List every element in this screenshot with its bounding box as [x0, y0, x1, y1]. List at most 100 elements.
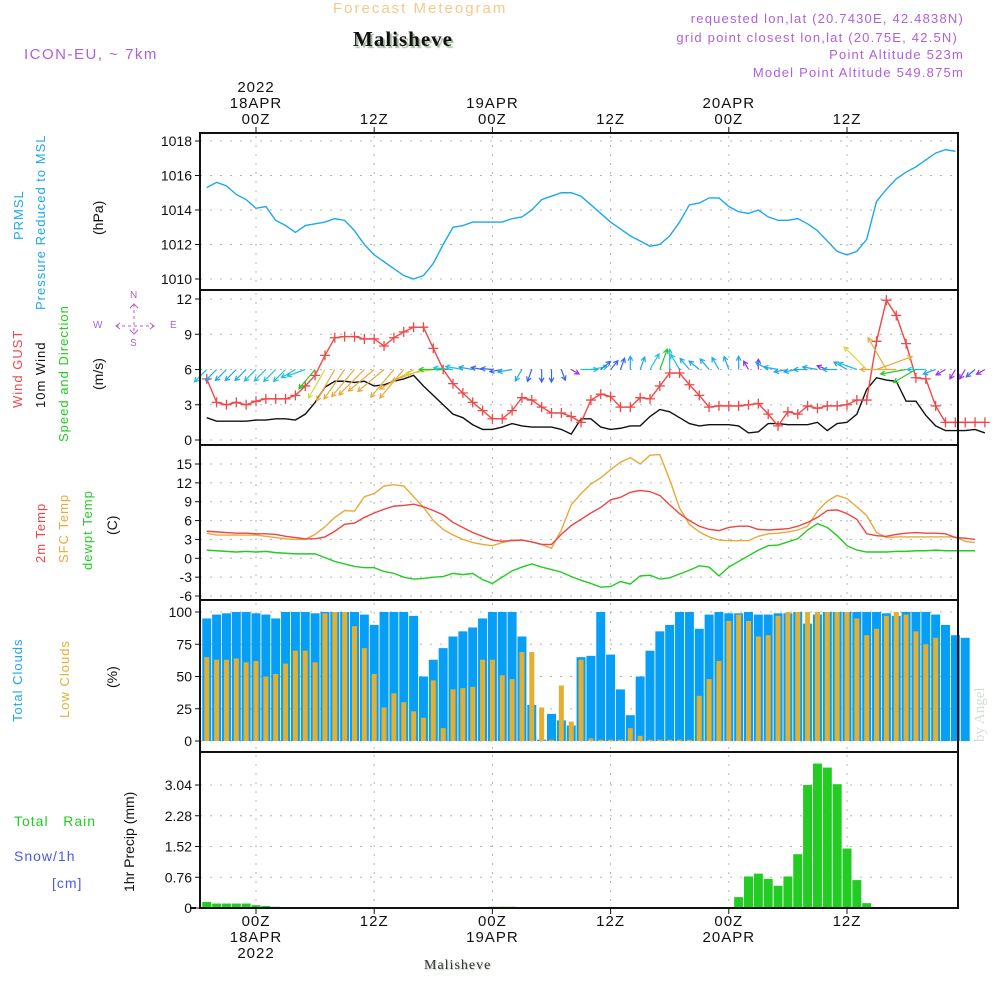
wind-arrow-shaft [298, 369, 316, 390]
low-cloud-bar [647, 739, 653, 741]
total-cloud-bar [438, 648, 448, 741]
gust-marker [487, 413, 498, 424]
total-cloud-bar [409, 615, 419, 741]
wind-arrow-head [496, 368, 503, 375]
clouds-ytick-label: 100 [169, 604, 193, 620]
clouds-ytick-label: 50 [176, 669, 192, 685]
wind-arrow-head [390, 376, 397, 383]
gust-marker [891, 310, 902, 321]
low-cloud-bar [874, 628, 880, 741]
total-cloud-bar [950, 635, 960, 741]
wind-arrow-shaft [935, 368, 946, 376]
wind-arrow [330, 369, 355, 398]
wind-arrow-shaft [659, 348, 668, 370]
wind-arrow-head [754, 361, 761, 367]
wind-arrow [837, 361, 858, 371]
wind-arrow [610, 359, 619, 370]
total-cloud-bar [960, 637, 970, 741]
low-cloud-bar [214, 659, 220, 741]
wind-ytick-label: 0 [184, 432, 192, 448]
low-cloud-bar [430, 680, 436, 741]
compass-e: E [170, 320, 177, 331]
wind-arrow-head [965, 371, 972, 378]
wind-arrow-shaft [526, 369, 533, 382]
gust-marker [388, 332, 399, 343]
time-axis-label: 12Z [596, 112, 625, 128]
pressure-ytick-label: 1014 [161, 202, 192, 218]
precip-panel: 0 0.76 1.52 2.28 3.04 [165, 755, 958, 916]
low-cloud-bar [736, 614, 742, 741]
wind-arrow-head [526, 376, 532, 383]
rain-bar [793, 854, 803, 908]
wind-arrow [338, 369, 365, 396]
wind-arrow [879, 368, 907, 377]
low-cloud-bar [637, 735, 643, 741]
gust-marker [713, 400, 724, 411]
low-cloud-bar [667, 739, 673, 741]
wind-arrow-shaft [843, 346, 868, 370]
wind-arrow-shaft [743, 360, 750, 370]
wind-arrow-shaft [205, 369, 218, 381]
wind-arrow [548, 369, 555, 384]
wind-arrow-head [470, 365, 477, 372]
gust-marker [329, 332, 340, 343]
rain-bar [251, 905, 261, 908]
wind-arrow-head [378, 384, 385, 390]
total-cloud-bar [704, 614, 714, 741]
wind-arrow-shaft [307, 369, 326, 399]
wind-arrow [711, 356, 720, 370]
wind-arrow-head [234, 375, 241, 382]
wind-arrow-shaft [560, 369, 566, 381]
gust-marker [654, 380, 665, 391]
wind-arrow-shaft [723, 356, 730, 370]
gust-marker [635, 392, 646, 403]
wind-arrow-head [949, 373, 955, 380]
gust-marker [221, 399, 232, 410]
temp-frame [199, 444, 959, 601]
wind-arrow-head [573, 369, 581, 375]
wind-arrow [959, 369, 966, 380]
wind-arrow-head [488, 368, 495, 374]
gust-marker [645, 393, 655, 404]
temp-ytick-label: 6 [184, 513, 192, 529]
time-axis-line: 12Z [596, 111, 626, 128]
gust-marker [842, 399, 852, 410]
wind-arrow-head [735, 355, 742, 361]
total-cloud-bar [507, 612, 517, 741]
time-axis-line: 18APR [229, 929, 283, 946]
time-axis-label: 12Z [360, 112, 389, 128]
wind-arrow-shaft [234, 369, 247, 381]
low-cloud-bar [746, 621, 751, 741]
wind-arrow-head [280, 373, 287, 379]
wind-arrow [347, 369, 375, 392]
wind-arrow-shaft [214, 369, 227, 381]
wind-arrow-shaft [348, 369, 375, 392]
time-axis-line: 20APR [702, 95, 756, 112]
wind-arrow [479, 365, 493, 372]
low-cloud-bar [913, 631, 919, 741]
time-axis-line: 12Z [832, 913, 862, 930]
time-axis-line: 19APR [466, 929, 519, 946]
low-cloud-bar [893, 612, 899, 741]
low-cloud-bar [292, 650, 298, 741]
low-cloud-bar [755, 636, 761, 741]
station-title: Malisheve [353, 27, 453, 51]
gust-marker [241, 399, 252, 410]
low-cloud-bar [302, 650, 308, 741]
wind-arrow-head [858, 366, 865, 373]
rain-bar [812, 763, 822, 908]
wind-arrow-head [843, 346, 850, 352]
gust-marker [625, 402, 636, 413]
low-cloud-bar [519, 651, 525, 741]
wind-arrow-head [479, 365, 486, 372]
total-cloud-bar [635, 676, 645, 741]
gust-marker [684, 379, 695, 390]
rain-bar [241, 903, 251, 908]
clouds-ytick-label: 75 [176, 636, 192, 652]
wind-arrow-shaft [379, 369, 405, 399]
gust-marker [605, 391, 616, 402]
low-cloud-bar [657, 739, 663, 741]
point-altitude: Point Altitude 523m [829, 47, 964, 62]
gust-marker [664, 368, 675, 379]
wind-arrow-head [204, 375, 211, 382]
